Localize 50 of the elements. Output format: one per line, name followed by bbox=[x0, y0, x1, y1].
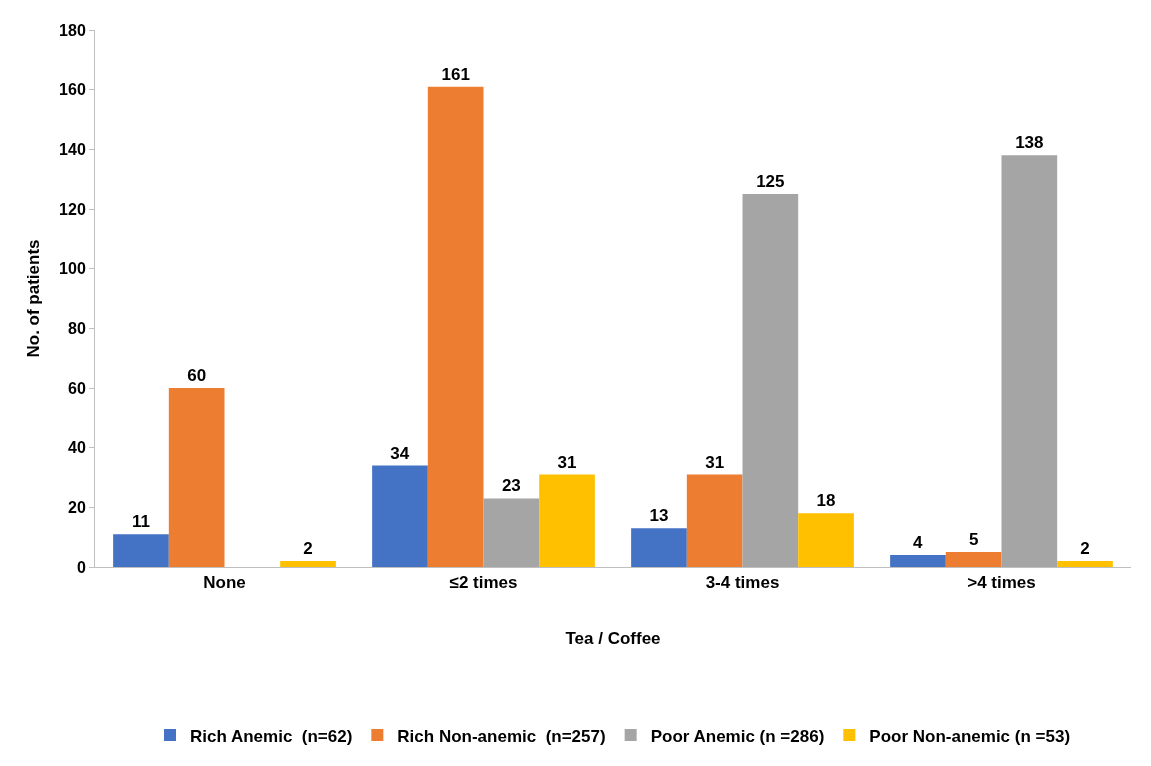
data-label: 161 bbox=[441, 64, 470, 84]
data-label: 2 bbox=[303, 539, 313, 559]
data-label: 11 bbox=[131, 512, 150, 532]
y-axis-title: No. of patients bbox=[23, 239, 43, 358]
y-tick-label: 40 bbox=[68, 439, 86, 457]
x-tick-label: ≤2 times bbox=[449, 573, 518, 593]
x-tick-label: None bbox=[203, 573, 246, 593]
y-tick-label: 180 bbox=[59, 21, 86, 39]
bar bbox=[631, 528, 687, 567]
data-label: 31 bbox=[557, 452, 577, 472]
legend-label: Poor Non-anemic (n =53) bbox=[869, 726, 1071, 746]
data-label: 138 bbox=[1015, 133, 1044, 153]
data-label: 18 bbox=[816, 491, 836, 511]
bar bbox=[686, 474, 743, 567]
bar bbox=[798, 513, 854, 567]
bar bbox=[890, 555, 946, 567]
y-tick-label: 140 bbox=[59, 140, 86, 158]
data-label: 23 bbox=[501, 476, 521, 496]
y-tick-label: 20 bbox=[68, 498, 86, 516]
bar bbox=[113, 534, 169, 567]
data-label: 13 bbox=[649, 506, 669, 526]
x-tick-label: 3-4 times bbox=[705, 573, 780, 593]
bar bbox=[945, 552, 1002, 567]
bar bbox=[539, 474, 595, 567]
bar bbox=[742, 194, 799, 567]
bar bbox=[427, 86, 484, 567]
data-label: 60 bbox=[187, 366, 207, 385]
data-label: 5 bbox=[968, 530, 979, 550]
bar bbox=[280, 561, 336, 567]
y-tick-label: 0 bbox=[76, 558, 86, 576]
bar bbox=[168, 388, 225, 567]
data-label: 31 bbox=[705, 452, 725, 472]
y-tick-label: 120 bbox=[59, 200, 86, 218]
x-axis-title: Tea / Coffee bbox=[565, 628, 661, 648]
y-tick-label: 80 bbox=[68, 319, 86, 337]
y-tick-label: 100 bbox=[59, 260, 86, 278]
legend-label: Poor Anemic (n =286) bbox=[650, 726, 825, 746]
bar bbox=[483, 498, 540, 567]
y-tick-label: 160 bbox=[59, 81, 86, 99]
y-tick-label: 60 bbox=[68, 379, 86, 397]
bar bbox=[1001, 155, 1058, 567]
legend-label: Rich Non-anemic (n=257) bbox=[397, 726, 606, 746]
data-label: 125 bbox=[756, 172, 785, 192]
data-label: 4 bbox=[912, 533, 923, 553]
legend-label: Rich Anemic (n=62) bbox=[190, 726, 353, 746]
x-tick-label: >4 times bbox=[967, 573, 1036, 593]
data-label: 2 bbox=[1080, 539, 1090, 559]
data-label: 34 bbox=[390, 443, 410, 463]
bar bbox=[372, 465, 428, 567]
bar bbox=[1057, 561, 1113, 567]
